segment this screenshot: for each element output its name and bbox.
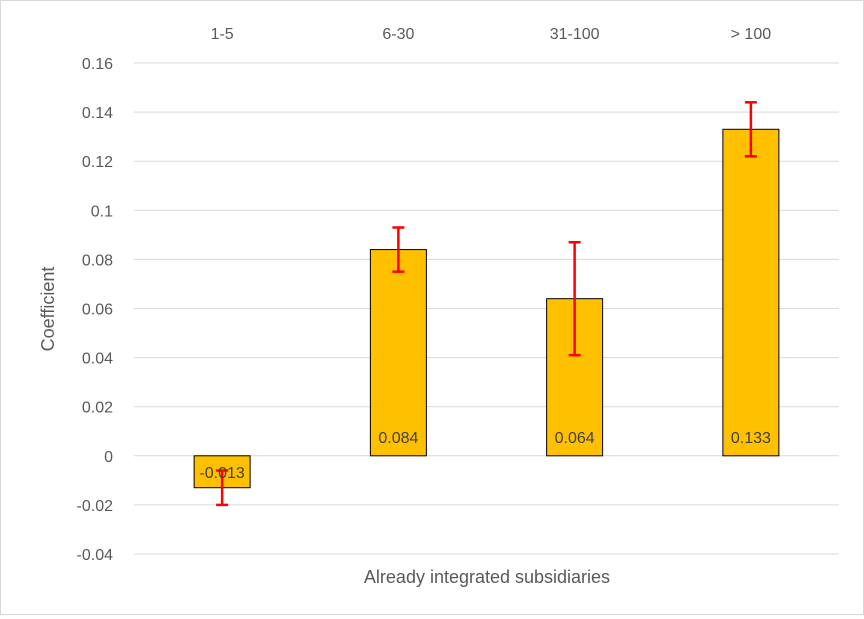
gridlines [134,62,839,555]
y-tick-label: 0.04 [82,351,113,368]
error-bars [216,101,757,507]
y-tick-label: 0.08 [82,252,113,269]
y-tick-label: 0.1 [91,203,113,220]
y-tick-label: 0 [104,449,113,466]
category-label: > 100 [731,26,772,43]
error-bar [568,240,581,357]
y-tick-label: 0.16 [82,56,113,73]
category-label: 6-30 [382,26,414,43]
x-axis-title: Already integrated subsidiaries [364,567,610,587]
y-tick-label: -0.04 [77,547,114,564]
category-label: 31-100 [550,26,600,43]
error-bar [216,469,229,507]
error-bar [392,226,405,273]
x-axis-categories: 1-5 6-30 31-100 > 100 [211,26,772,43]
y-tick-label: 0.02 [82,400,113,417]
y-tick-label: 0.06 [82,302,113,319]
bar [369,249,427,457]
error-bar [744,101,757,158]
data-labels: -0.013 0.084 0.064 0.133 [199,430,771,482]
data-label: 0.133 [731,430,771,447]
data-label: 0.064 [555,430,595,447]
category-label: 1-5 [211,26,234,43]
y-tick-label: -0.02 [77,498,114,515]
y-axis-ticks: -0.04 -0.02 0 0.02 0.04 0.06 0.08 0.1 0.12 0.14 0.… [77,56,114,564]
data-label: -0.013 [199,465,244,482]
data-label: 0.084 [378,430,418,447]
bar [722,128,780,457]
y-axis-title: Coefficient [38,267,58,352]
y-tick-label: 0.12 [82,154,113,171]
y-tick-label: 0.14 [82,105,113,122]
